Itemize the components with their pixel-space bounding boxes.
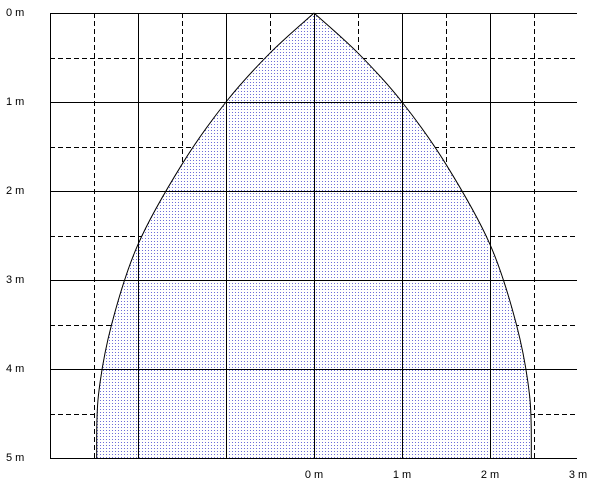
y-tick-label: 3 m — [6, 274, 24, 286]
major-grid — [50, 13, 577, 459]
y-tick-label: 5 m — [6, 452, 24, 464]
y-tick-label: 1 m — [6, 96, 24, 108]
y-tick-labels: 0 m 1 m 2 m 3 m 4 m 5 m — [6, 7, 24, 464]
x-tick-labels: 0 m 1 m 2 m 3 m — [305, 469, 587, 481]
y-tick-label: 2 m — [6, 185, 24, 197]
x-tick-label: 3 m — [569, 469, 587, 481]
y-tick-label: 4 m — [6, 363, 24, 375]
x-tick-label: 1 m — [393, 469, 411, 481]
x-tick-label: 2 m — [481, 469, 499, 481]
y-tick-label: 0 m — [6, 7, 24, 19]
coverage-outline — [96, 12, 532, 459]
x-tick-label: 0 m — [305, 469, 323, 481]
